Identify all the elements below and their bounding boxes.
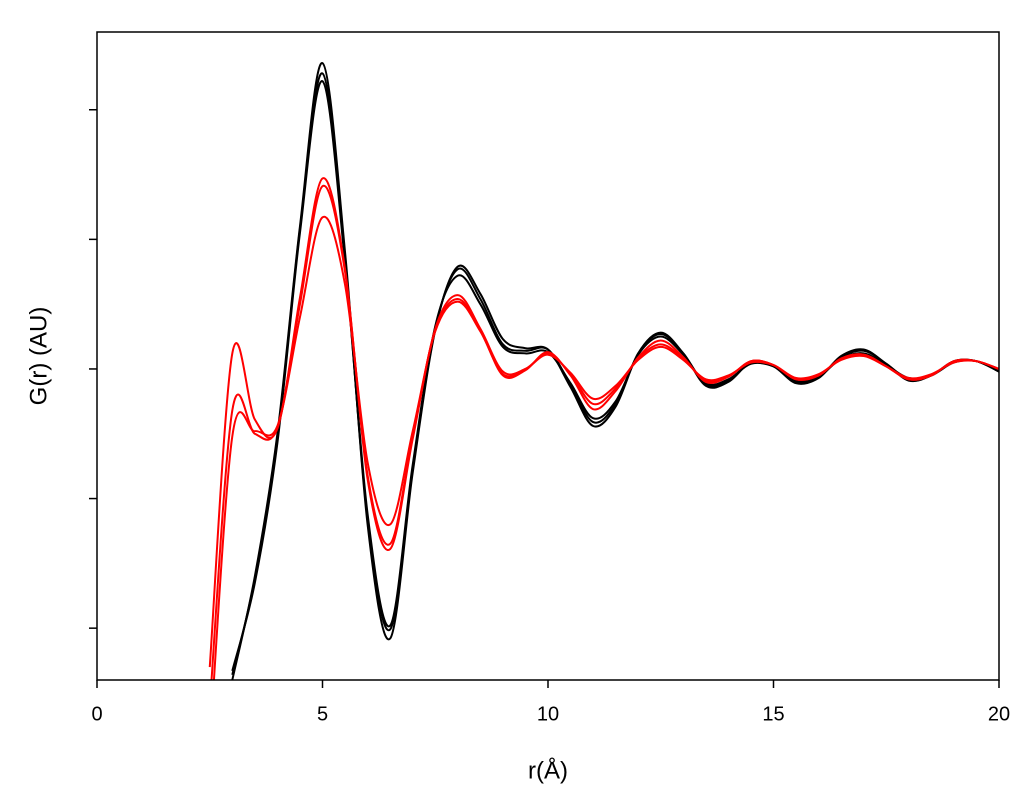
x-axis-label: r(Å) [528, 756, 568, 784]
x-tick-label: 5 [317, 703, 328, 725]
series-line [231, 62, 999, 680]
series-line [210, 184, 999, 680]
x-tick-label: 10 [537, 703, 559, 725]
x-tick-label: 15 [762, 703, 784, 725]
series-line [231, 72, 999, 676]
series-line [212, 215, 999, 680]
x-tick-label: 20 [988, 703, 1010, 725]
series-line [231, 80, 999, 672]
plot-area [208, 62, 999, 680]
y-axis-label: G(r) (AU) [25, 307, 52, 406]
x-tick-label: 0 [91, 703, 102, 725]
